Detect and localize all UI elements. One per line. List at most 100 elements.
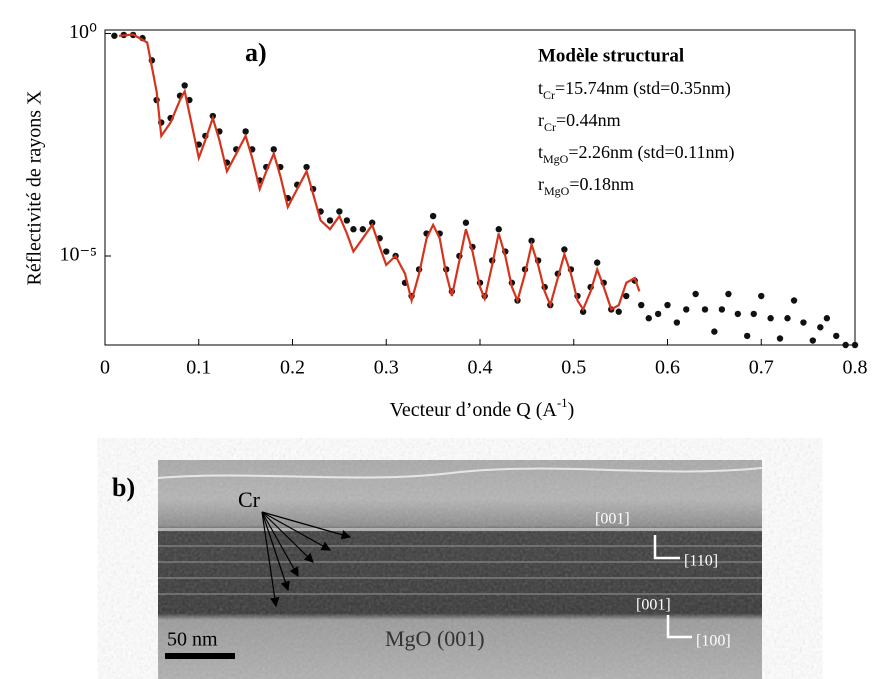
axis-label: [100] <box>696 633 731 650</box>
y-tick-label: 10⁻⁵ <box>59 244 97 266</box>
y-tick-label: 10⁰ <box>69 21 97 43</box>
annotation-sub: Cr <box>544 120 556 134</box>
x-axis-label: Vecteur d’onde Q (A-1) <box>390 395 575 421</box>
data-point <box>673 319 681 326</box>
x-tick-label: 0.5 <box>561 357 586 379</box>
tem-noise <box>158 460 762 679</box>
scale-label: 50 nm <box>167 629 218 651</box>
x-tick-label: 0.1 <box>186 357 211 379</box>
y-axis-label: Réflectivité de rayons X <box>24 90 46 285</box>
x-tick-label: 0.7 <box>749 357 774 379</box>
x-tick-label: 0.6 <box>655 357 680 379</box>
data-point <box>336 208 343 215</box>
data-point <box>326 217 334 224</box>
data-point <box>654 310 662 318</box>
data-point <box>823 315 831 322</box>
data-point <box>809 337 817 344</box>
annotation: rCr=0.44nm <box>538 110 621 134</box>
data-point <box>462 219 470 226</box>
data-point <box>303 163 310 171</box>
fit-line <box>118 33 641 312</box>
annotation: rMgO=0.18nm <box>538 174 634 198</box>
surface-line <box>157 467 763 479</box>
annotation-title: Modèle structural <box>538 45 684 66</box>
annotation-text: t <box>538 142 543 162</box>
annotation-text: t <box>538 78 543 98</box>
annotation-after: =2.26nm (std=0.11nm) <box>568 142 734 163</box>
annotation-after: =0.18nm <box>569 174 634 194</box>
axis-label: [001] <box>636 597 671 614</box>
annotation-after: =0.44nm <box>556 110 621 130</box>
data-point <box>350 226 357 233</box>
annotation: tCr=15.74nm (std=0.35nm) <box>538 78 731 102</box>
x-tick-label: 0.8 <box>843 357 868 379</box>
tem-image: b) Cr [001] [110] [001] [100] 50 nm MgO … <box>112 460 763 679</box>
data-point <box>833 332 840 340</box>
data-point <box>683 306 690 313</box>
data-point <box>645 315 652 322</box>
data-point <box>359 226 367 233</box>
data-point <box>692 290 699 298</box>
data-point <box>734 310 742 318</box>
axis-label: [110] <box>684 553 718 570</box>
annotation-sub: Cr <box>543 88 555 102</box>
interface-line <box>158 528 762 531</box>
x-tick-label: 0.2 <box>280 357 305 379</box>
layer-label: Cr <box>238 487 261 512</box>
multilayer-stripes <box>158 545 762 595</box>
data-point <box>593 259 601 266</box>
data-point <box>784 315 791 322</box>
annotation-text: r <box>538 110 544 130</box>
x-axis-label-after: ) <box>568 399 575 421</box>
data-point <box>383 248 390 255</box>
data-point <box>561 246 568 253</box>
data-point <box>623 292 630 300</box>
arrows <box>261 511 352 608</box>
panel-label: a) <box>245 38 267 67</box>
orientation-marks <box>653 535 692 639</box>
annotation-after: =15.74nm (std=0.35nm) <box>555 78 731 99</box>
data-point <box>776 335 784 342</box>
data-point <box>664 301 671 309</box>
data-point <box>711 328 718 335</box>
data-point <box>528 237 535 244</box>
data-point <box>817 324 824 331</box>
data-point <box>181 82 188 89</box>
data-point <box>343 217 351 224</box>
annotation-sub: MgO <box>543 152 569 166</box>
axis-label: [001] <box>595 511 630 528</box>
data-point <box>800 319 807 326</box>
x-tick-label: 0 <box>100 357 110 379</box>
data-point <box>111 32 118 39</box>
data-point <box>758 292 765 300</box>
annotation-text: r <box>538 174 544 194</box>
x-tick-label: 0.4 <box>468 357 493 379</box>
annotation: tMgO=2.26nm (std=0.11nm) <box>538 142 735 166</box>
data-point <box>718 306 726 313</box>
x-axis-label-sup: -1 <box>557 395 568 410</box>
annotation-sub: MgO <box>544 184 570 198</box>
data-point <box>368 219 376 226</box>
panel-label: b) <box>112 473 135 502</box>
data-point <box>790 297 798 304</box>
data-point <box>638 301 645 309</box>
data-point <box>725 290 732 298</box>
data-point <box>429 212 437 220</box>
x-tick-label: 0.3 <box>374 357 399 379</box>
x-axis-label-text: Vecteur d’onde Q (A <box>390 399 558 421</box>
data-point <box>767 315 774 322</box>
data-point <box>579 308 587 315</box>
data-point <box>615 308 622 315</box>
data-point <box>495 226 502 233</box>
data-point <box>701 306 709 313</box>
data-point <box>851 341 859 349</box>
data-point <box>842 341 849 349</box>
data-point <box>743 332 751 340</box>
data-point <box>270 146 277 153</box>
data-point <box>750 310 757 318</box>
plot-frame <box>104 29 856 346</box>
data-point <box>242 128 249 135</box>
scale-bar <box>165 653 235 659</box>
substrate-label: MgO (001) <box>385 626 485 651</box>
